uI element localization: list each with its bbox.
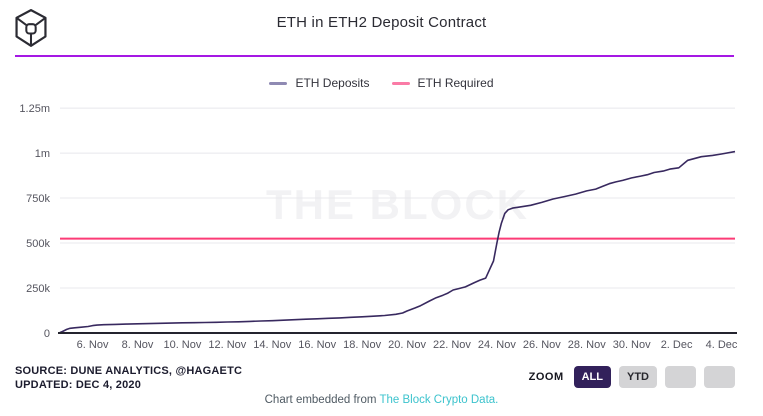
x-tick-label: 30. Nov (613, 339, 651, 351)
x-tick-label: 24. Nov (478, 339, 516, 351)
zoom-label: ZOOM (528, 371, 564, 383)
legend-item-eth-required[interactable]: ETH Required (391, 76, 494, 90)
x-tick-label: 28. Nov (568, 339, 606, 351)
updated-line: UPDATED: DEC 4, 2020 (15, 379, 142, 391)
the-block-crypto-data-link[interactable]: The Block Crypto Data. (379, 394, 499, 406)
x-tick-label: 6. Nov (77, 339, 109, 351)
y-tick-label: 1m (35, 148, 50, 160)
x-tick-label: 2. Dec (661, 339, 693, 351)
page-title: ETH in ETH2 Deposit Contract (276, 14, 487, 31)
eth-deposits-swatch (269, 81, 288, 85)
x-tick-label: 8. Nov (122, 339, 154, 351)
y-tick-label: 250k (26, 283, 50, 295)
y-tick-label: 750k (26, 193, 50, 205)
x-tick-label: 22. Nov (433, 339, 471, 351)
x-tick-label: 26. Nov (523, 339, 561, 351)
x-tick-label: 12. Nov (208, 339, 246, 351)
x-tick-label: 4. Dec (706, 339, 738, 351)
legend-label: ETH Required (417, 76, 494, 90)
zoom-ytd-button[interactable]: YTD (619, 366, 657, 388)
source-line: SOURCE: DUNE ANALYTICS, @HAGAETC (15, 365, 243, 377)
y-tick-label: 1.25m (19, 103, 50, 115)
x-tick-label: 16. Nov (298, 339, 336, 351)
y-tick-label: 0 (44, 328, 50, 340)
source-attribution: SOURCE: DUNE ANALYTICS, @HAGAETC UPDATED… (15, 364, 242, 392)
embed-caption: Chart embedded from The Block Crypto Dat… (0, 394, 763, 406)
legend-label: ETH Deposits (295, 76, 370, 90)
header-divider (15, 55, 734, 57)
eth-required-swatch (391, 81, 410, 85)
zoom-all-button[interactable]: ALL (573, 366, 611, 388)
chart-legend: ETH Deposits ETH Required (0, 76, 763, 90)
y-tick-label: 500k (26, 238, 50, 250)
eth-deposits-line[interactable] (59, 150, 736, 334)
legend-item-eth-deposits[interactable]: ETH Deposits (269, 76, 370, 90)
zoom-empty-button-2[interactable] (704, 366, 735, 388)
caption-text: Chart embedded from (264, 394, 380, 406)
zoom-controls: ZOOM ALL YTD (529, 366, 735, 388)
x-tick-label: 18. Nov (343, 339, 381, 351)
x-tick-label: 14. Nov (253, 339, 291, 351)
zoom-empty-button-1[interactable] (665, 366, 696, 388)
the-block-logo (15, 9, 47, 47)
x-tick-label: 20. Nov (388, 339, 426, 351)
x-tick-label: 10. Nov (163, 339, 201, 351)
